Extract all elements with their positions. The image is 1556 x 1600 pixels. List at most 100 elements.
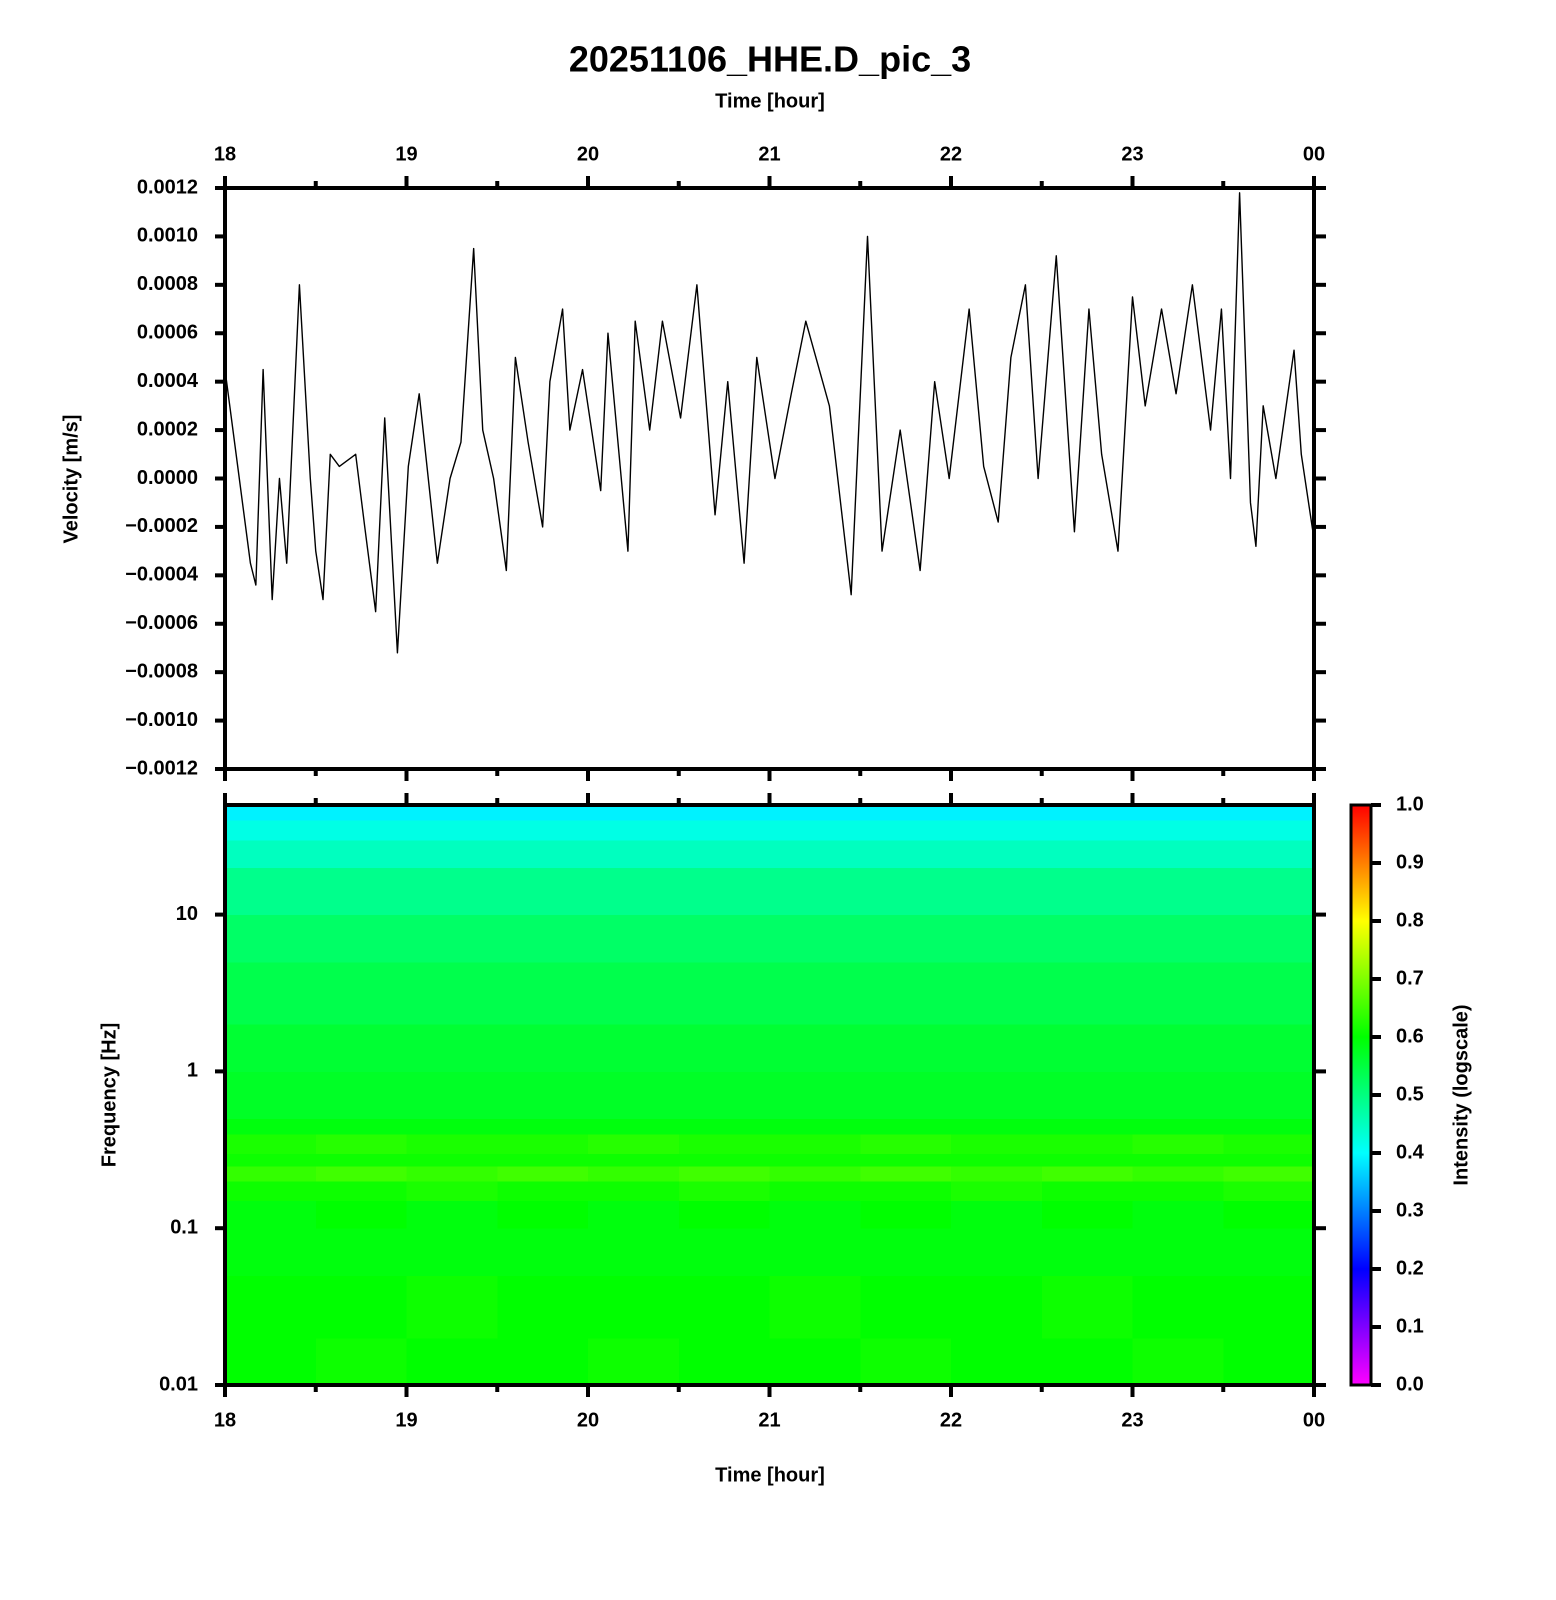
spectrogram-cell [406,1153,498,1167]
spectrogram-cell [588,820,680,841]
spectrogram-cell [406,1118,498,1135]
spectrogram-cell [1041,1118,1133,1135]
spectrogram-cell [769,1200,861,1229]
spectrogram-cell [1223,1118,1315,1135]
spectrogram-cell [225,1153,317,1167]
spectrogram-cell [678,1133,770,1154]
spectrogram-cell [1223,1024,1315,1072]
spectrogram-cell [315,914,407,963]
spectrogram-cell [315,1228,407,1276]
spectrogram-cell [860,1200,952,1229]
spectrogram-cell [225,1180,317,1202]
spectrogram-cell [1041,820,1133,841]
spectrogram-cell [588,805,680,821]
spectrogram-cell [225,1165,317,1182]
spectrogram-cell [588,1133,680,1154]
y-tick-label: 0.01 [159,1373,198,1395]
spectrogram-cell [860,1228,952,1276]
spectrogram-cell [860,1180,952,1202]
spectrogram-cell [1041,1165,1133,1182]
spectrogram-cell [497,820,589,841]
spectrogram-cell [1132,867,1224,916]
spectrogram-cell [315,1118,407,1135]
spectrogram-cell [1041,1337,1133,1386]
spectrogram-cell [678,867,770,916]
colorbar-tick-label: 0.8 [1396,909,1424,931]
spectrogram-cell [1132,1275,1224,1339]
spectrogram-cell [406,1165,498,1182]
spectrogram-cell [678,1200,770,1229]
spectrogram-cell [1132,1180,1224,1202]
spectrogram-cell [588,1180,680,1202]
spectrogram-cell [225,1133,317,1154]
y-tick-label: 0.0000 [137,467,198,489]
spectrogram-cell [225,1275,317,1339]
spectrogram-cell [1132,1024,1224,1072]
spectrogram-cell [1132,1200,1224,1229]
spectrogram-cell [225,961,317,1025]
spectrogram-cell [588,1275,680,1339]
spectrogram-cell [951,839,1043,868]
spectrogram-cell [497,1228,589,1276]
colorbar-tick-label: 0.9 [1396,851,1424,873]
spectrogram-cell [1132,1153,1224,1167]
spectrogram-cell [951,1071,1043,1120]
spectrogram-cell [860,1165,952,1182]
spectrogram-cell [1223,1200,1315,1229]
spectrogram-cell [588,1337,680,1386]
plot-frame [223,803,1316,1387]
x-tick-label: 18 [214,1409,236,1431]
spectrogram-cell [1132,820,1224,841]
x-tick-label: 23 [1121,1409,1143,1431]
spectrogram-cell [315,1071,407,1120]
spectrogram-cell [860,961,952,1025]
spectrogram-cell [678,1024,770,1072]
y-tick-label: 0.0004 [137,370,199,392]
spectrogram-cell [588,839,680,868]
spectrogram-cell [406,839,498,868]
spectrogram-cell [225,1337,317,1386]
spectrogram-cell [1132,1337,1224,1386]
spectrogram-cell [951,1275,1043,1339]
spectrogram-cell [588,1024,680,1072]
spectrogram-cell [678,1071,770,1120]
spectrogram-cell [678,1228,770,1276]
spectrogram-cell [1041,1180,1133,1202]
x-tick-label: 21 [758,1409,780,1431]
spectrogram-cell [860,1337,952,1386]
x-tick-label: 19 [395,143,417,165]
spectrogram-cell [406,1180,498,1202]
spectrogram-cell [497,1180,589,1202]
spectrogram-cell [951,961,1043,1025]
spectrogram-cell [951,820,1043,841]
spectrogram-cell [315,805,407,821]
spectrogram-cell [588,1153,680,1167]
colorbar-tick-label: 0.7 [1396,967,1424,989]
spectrogram-cell [951,914,1043,963]
spectrogram-cell [1041,1228,1133,1276]
y-tick-label: 0.0002 [137,418,198,440]
spectrogram-cell [951,1024,1043,1072]
spectrogram-cell [678,961,770,1025]
spectrogram-cell [769,1118,861,1135]
spectrogram-cell [769,805,861,821]
spectrogram-cell [497,867,589,916]
spectrogram-cell [1132,1165,1224,1182]
spectrogram-cell [1132,1133,1224,1154]
spectrogram-cell [1041,1275,1133,1339]
spectrogram-cell [769,1165,861,1182]
spectrogram-cell [1041,1200,1133,1229]
spectrogram-cell [1223,1071,1315,1120]
spectrogram-cell [588,1228,680,1276]
spectrogram-cell [315,867,407,916]
spectrogram-cell [860,1118,952,1135]
spectrogram-cell [225,1228,317,1276]
spectrogram-cell [497,1153,589,1167]
spectrogram-cell [406,1024,498,1072]
spectrogram-cell [951,805,1043,821]
spectrogram-cell [497,1200,589,1229]
colorbar-tick-label: 0.0 [1396,1373,1424,1395]
x-tick-label: 20 [577,1409,599,1431]
x-tick-label: 20 [577,143,599,165]
spectrogram-cell [406,961,498,1025]
